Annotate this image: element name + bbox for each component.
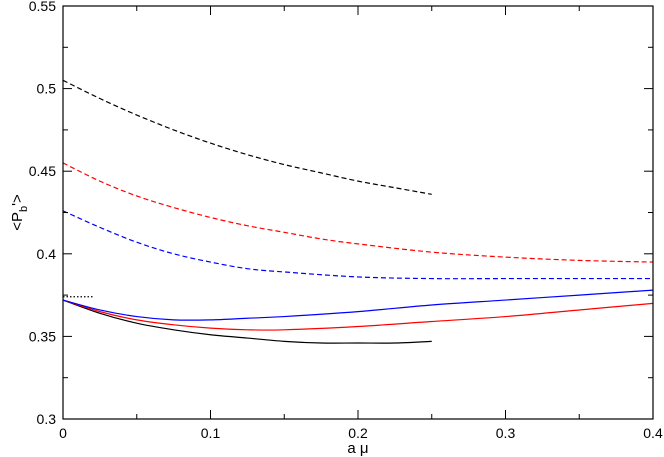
series-line-solid-4: [62, 299, 432, 344]
y-tick-label: 0.4: [37, 246, 57, 262]
series-line-dashed-1: [62, 79, 432, 195]
series-line-solid-6: [62, 289, 654, 321]
series-line-solid-5: [62, 299, 654, 331]
y-tick-label: 0.35: [29, 328, 56, 344]
axis-ticks-layer: 0 0.1 0.2 0.3 0.4 0.3 0.35 0.4 0.45 0.5 0.55: [29, 0, 663, 441]
x-tick-label: 0.2: [348, 425, 368, 441]
plot-frame: [62, 5, 654, 420]
series-line-dashed-2: [62, 162, 654, 263]
x-tick-label: 0.3: [496, 425, 516, 441]
y-tick-label: 0.45: [29, 163, 56, 179]
y-tick-label: 0.3: [37, 411, 57, 427]
series-line-dashed-3: [62, 210, 653, 280]
y-tick-label: 0.5: [37, 81, 57, 97]
x-tick-label: 0: [59, 425, 67, 441]
plot-series-layer: [62, 79, 654, 344]
x-tick-label: 0.4: [643, 425, 663, 441]
y-axis-label: <Pb'>: [9, 194, 30, 231]
x-tick-label: 0.1: [201, 425, 221, 441]
y-tick-label: 0.55: [29, 0, 56, 14]
x-axis-label: a μ: [347, 440, 368, 457]
